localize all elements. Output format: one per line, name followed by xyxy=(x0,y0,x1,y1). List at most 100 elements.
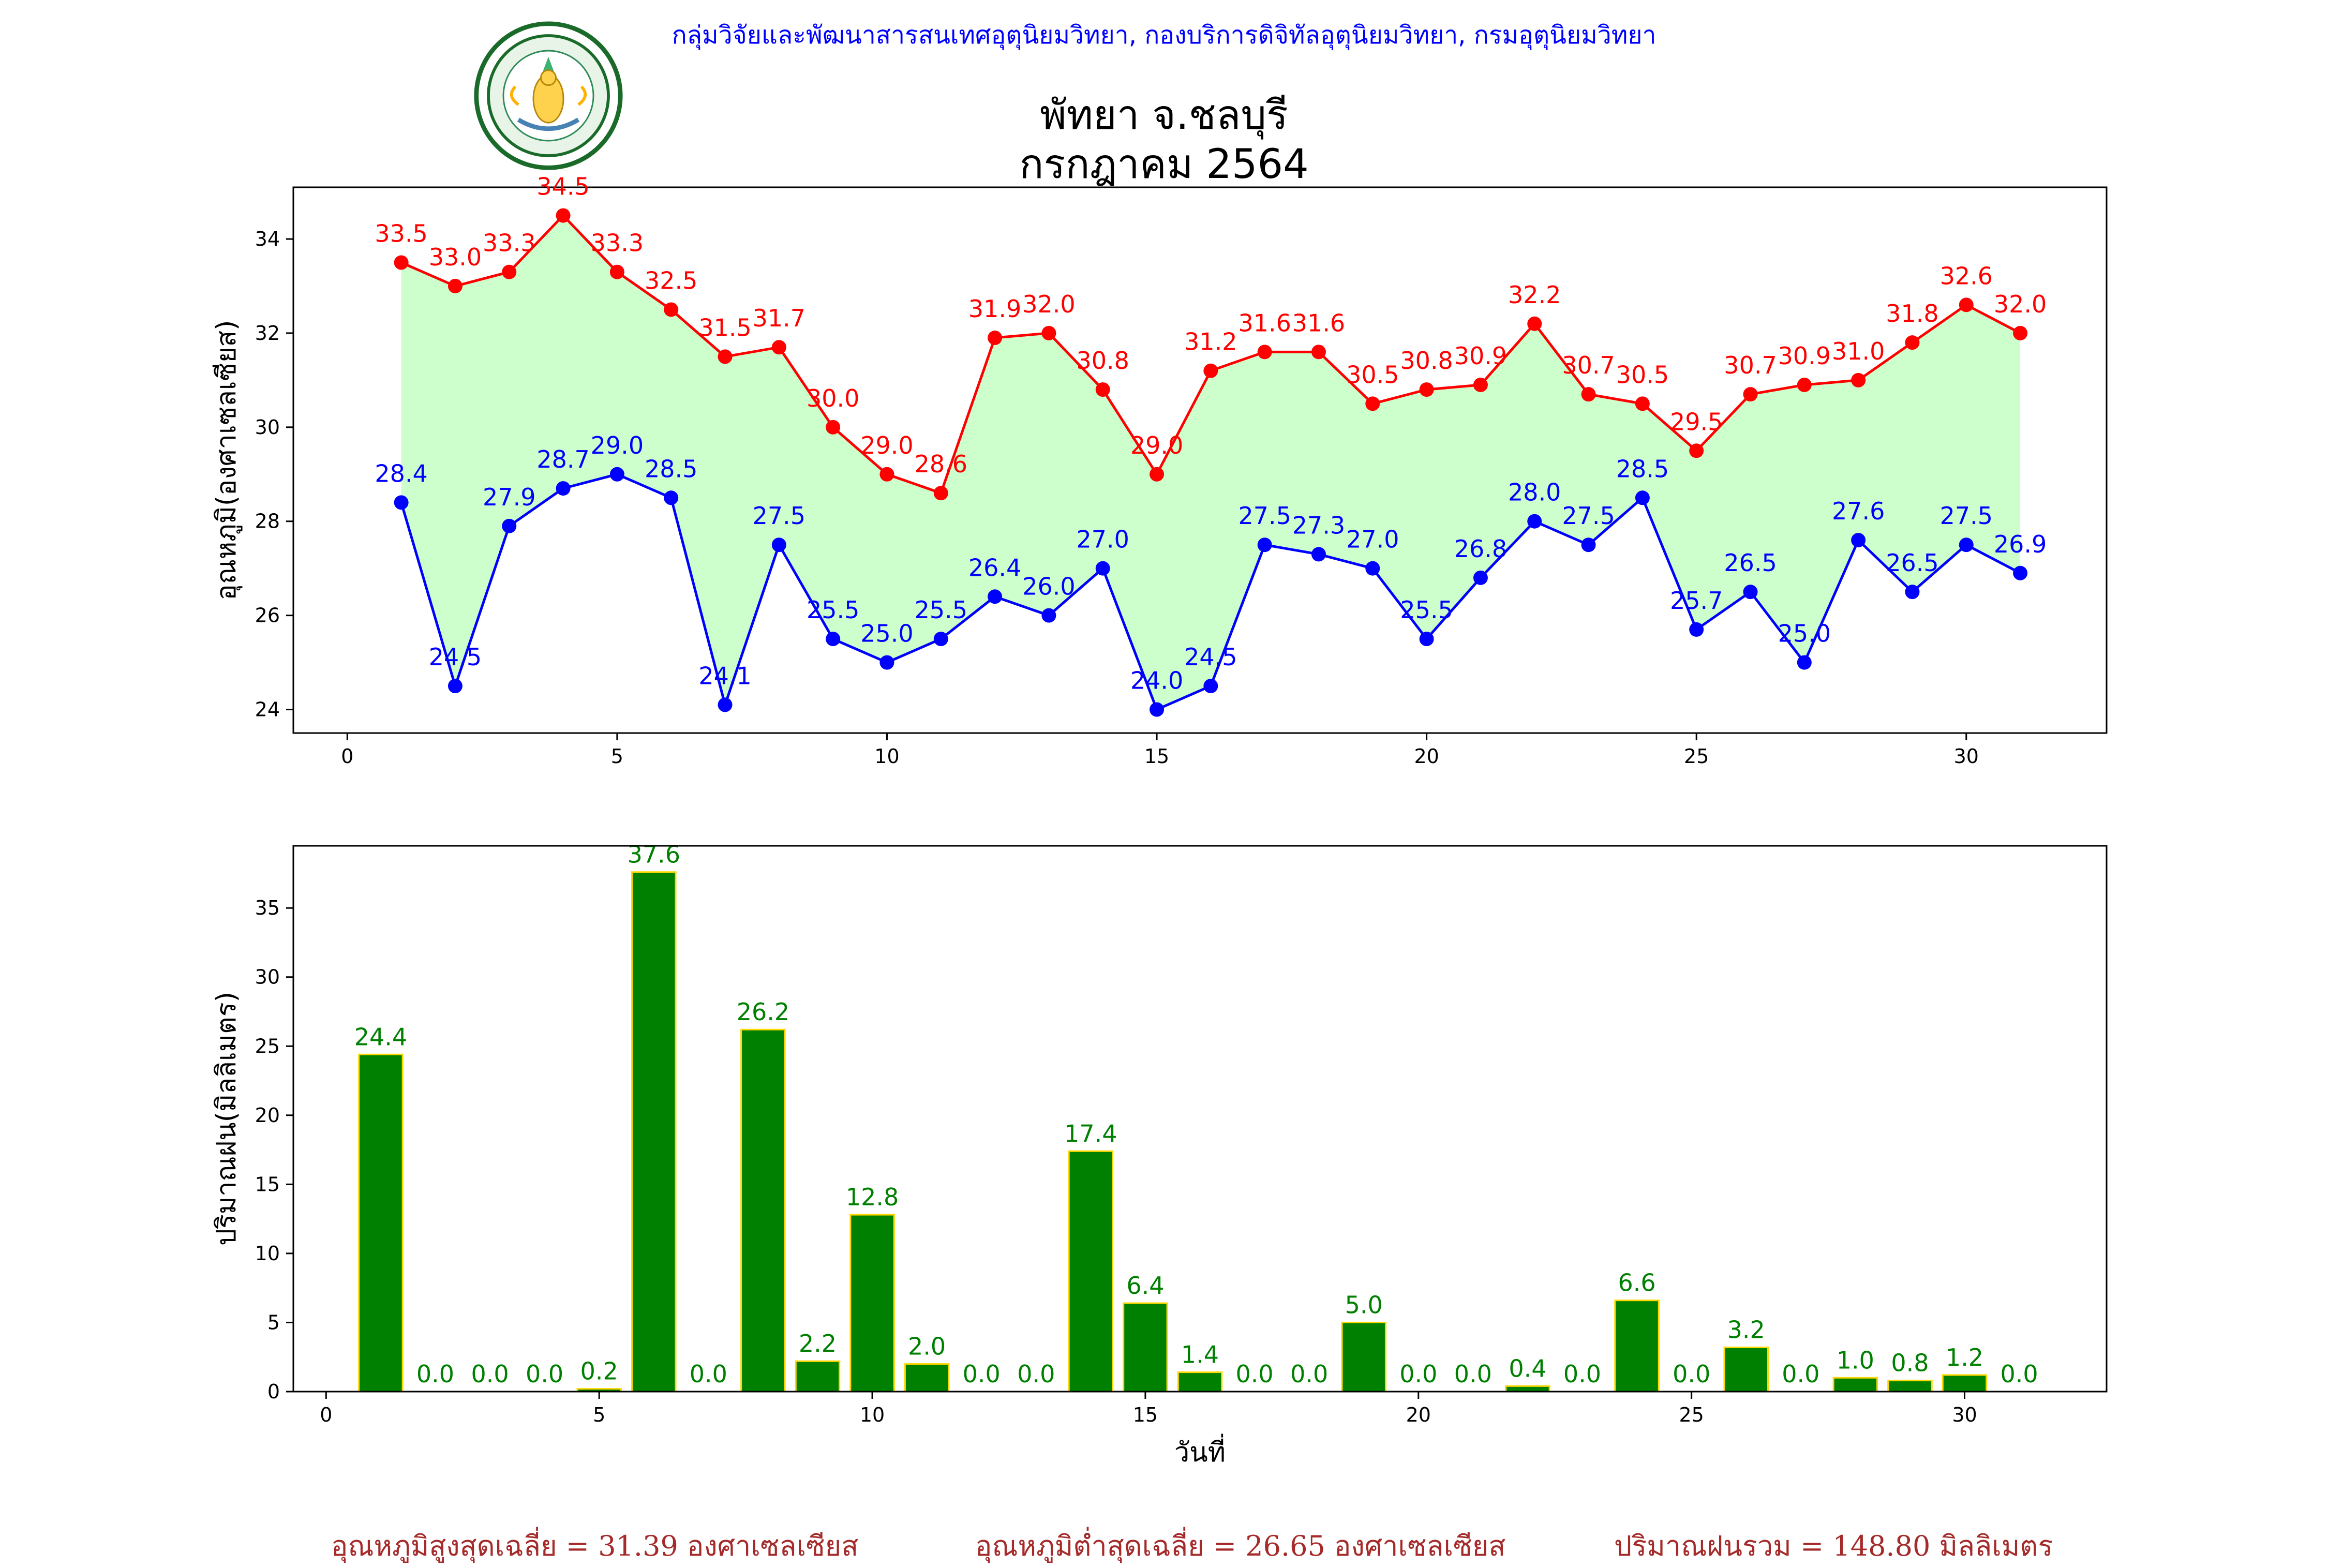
max-temperature-data-label: 29.0 xyxy=(1130,431,1183,459)
rainfall-bar xyxy=(1123,1302,1168,1393)
rainfall-bar xyxy=(740,1028,786,1393)
rainfall-bar xyxy=(1068,1150,1114,1393)
max-temperature-data-label: 31.7 xyxy=(753,304,805,332)
max-temperature-point xyxy=(556,208,571,223)
min-temperature-data-label: 24.5 xyxy=(1184,643,1237,671)
min-temperature-data-label: 27.6 xyxy=(1832,497,1885,525)
temperature-x-tick-label: 10 xyxy=(874,745,899,768)
rainfall-bar xyxy=(1942,1374,1988,1393)
rainfall-data-label: 37.6 xyxy=(628,841,680,869)
min-temperature-data-label: 27.9 xyxy=(483,483,535,511)
rainfall-data-label: 6.6 xyxy=(1618,1269,1656,1297)
max-temperature-data-label: 31.6 xyxy=(1238,309,1291,337)
rainfall-data-label: 0.0 xyxy=(1673,1360,1710,1388)
footer-avg-min: อุณหภูมิต่ำสุดเฉลี่ย = 26.65 องศาเซลเซีย… xyxy=(975,1530,1506,1562)
temperature-chart: 0 5 10 15 20 25 30 24 26 28 30 32 34 อุณหภูมิ(องศาเซล… xyxy=(211,173,2108,768)
max-temperature-point xyxy=(718,349,733,364)
max-temperature-point xyxy=(2013,325,2028,340)
rainfall-bar xyxy=(1723,1347,1769,1393)
max-temperature-data-label: 29.0 xyxy=(860,431,913,459)
rainfall-data-label: 5.0 xyxy=(1345,1291,1383,1319)
max-temperature-point xyxy=(394,255,409,270)
max-temperature-point xyxy=(1581,387,1596,402)
rainfall-bar xyxy=(849,1214,895,1393)
rainfall-y-tick-label: 20 xyxy=(255,1104,280,1127)
min-temperature-point xyxy=(502,518,517,533)
rainfall-data-label: 0.0 xyxy=(1017,1360,1055,1388)
temperature-x-tick-label: 15 xyxy=(1144,745,1169,768)
temperature-y-tick-label: 28 xyxy=(255,510,280,533)
min-temperature-data-label: 26.4 xyxy=(968,554,1021,581)
min-temperature-point xyxy=(2013,565,2028,580)
rainfall-data-label: 1.0 xyxy=(1837,1346,1874,1374)
min-temperature-point xyxy=(1311,547,1326,562)
rainfall-x-tick-label: 10 xyxy=(860,1403,885,1426)
rainfall-x-tick-label: 30 xyxy=(1952,1403,1977,1426)
min-temperature-point xyxy=(1041,608,1056,623)
min-temperature-point xyxy=(1473,570,1488,585)
rainfall-data-label: 0.0 xyxy=(1290,1360,1328,1388)
min-temperature-data-label: 28.7 xyxy=(536,445,589,473)
min-temperature-point xyxy=(1689,622,1704,637)
chart-title-station: พัทยา จ.ชลบุรี xyxy=(1040,92,1288,139)
rainfall-data-label: 0.0 xyxy=(1454,1360,1492,1388)
max-temperature-point xyxy=(771,340,786,355)
min-temperature-point xyxy=(394,495,409,510)
rainfall-x-axis-label: วันที่ xyxy=(1174,1433,1226,1468)
max-temperature-point xyxy=(1203,363,1218,378)
max-temperature-point xyxy=(1311,345,1326,360)
min-temperature-data-label: 27.0 xyxy=(1077,526,1129,554)
max-temperature-data-label: 30.8 xyxy=(1400,347,1453,375)
rainfall-data-label: 6.4 xyxy=(1126,1272,1164,1300)
temperature-y-axis-label: อุณหภูมิ(องศาเซลเซียส) xyxy=(211,320,243,601)
min-temperature-point xyxy=(1959,537,1974,552)
rainfall-data-label: 24.4 xyxy=(354,1023,407,1051)
rainfall-data-label: 0.0 xyxy=(526,1360,563,1388)
min-temperature-point xyxy=(718,697,733,712)
max-temperature-data-label: 32.5 xyxy=(645,266,697,294)
temperature-x-tick-label: 30 xyxy=(1954,745,1979,768)
max-temperature-data-label: 29.5 xyxy=(1670,408,1723,436)
max-temperature-point xyxy=(1635,396,1650,411)
rainfall-data-label: 0.0 xyxy=(2001,1360,2038,1388)
rainfall-bar xyxy=(1341,1321,1386,1393)
max-temperature-point xyxy=(1851,372,1866,387)
max-temperature-data-label: 30.9 xyxy=(1454,342,1507,370)
rainfall-data-label: 0.0 xyxy=(1235,1360,1273,1388)
max-temperature-data-label: 30.5 xyxy=(1346,361,1399,389)
max-temperature-data-label: 33.3 xyxy=(483,229,535,257)
min-temperature-point xyxy=(556,481,571,496)
max-temperature-point xyxy=(664,302,679,317)
min-temperature-point xyxy=(1365,561,1380,576)
temperature-x-tick-label: 5 xyxy=(611,745,623,768)
min-temperature-data-label: 27.0 xyxy=(1346,526,1399,554)
max-temperature-data-label: 33.3 xyxy=(591,229,644,257)
min-temperature-data-label: 24.5 xyxy=(429,643,482,671)
min-temperature-data-label: 26.0 xyxy=(1022,573,1075,601)
rainfall-x-tick-label: 15 xyxy=(1133,1403,1158,1426)
temperature-x-tick-label: 0 xyxy=(341,745,353,768)
min-temperature-data-label: 25.7 xyxy=(1670,587,1723,615)
max-temperature-point xyxy=(1041,325,1056,340)
min-temperature-point xyxy=(1419,632,1434,647)
max-temperature-data-label: 30.5 xyxy=(1616,361,1669,389)
max-temperature-point xyxy=(1419,382,1434,397)
rainfall-data-label: 0.8 xyxy=(1891,1349,1929,1377)
rainfall-data-label: 26.2 xyxy=(737,998,789,1026)
footer-total-rain: ปริมาณฝนรวม = 148.80 มิลลิเมตร xyxy=(1614,1530,2053,1562)
max-temperature-data-label: 31.9 xyxy=(968,295,1021,323)
max-temperature-point xyxy=(933,486,948,501)
rainfall-y-tick-label: 0 xyxy=(267,1380,280,1403)
min-temperature-data-label: 24.1 xyxy=(698,662,751,690)
max-temperature-point xyxy=(1743,387,1758,402)
min-temperature-data-label: 27.5 xyxy=(1238,502,1291,530)
max-temperature-point xyxy=(609,264,624,279)
max-temperature-point xyxy=(502,264,517,279)
min-temperature-data-label: 27.5 xyxy=(1940,502,1993,530)
max-temperature-data-label: 34.5 xyxy=(536,173,589,201)
max-temperature-data-label: 31.2 xyxy=(1184,328,1237,356)
max-temperature-point xyxy=(1365,396,1380,411)
min-temperature-point xyxy=(826,632,841,647)
rainfall-data-label: 2.2 xyxy=(799,1330,837,1357)
min-temperature-point xyxy=(879,655,894,670)
